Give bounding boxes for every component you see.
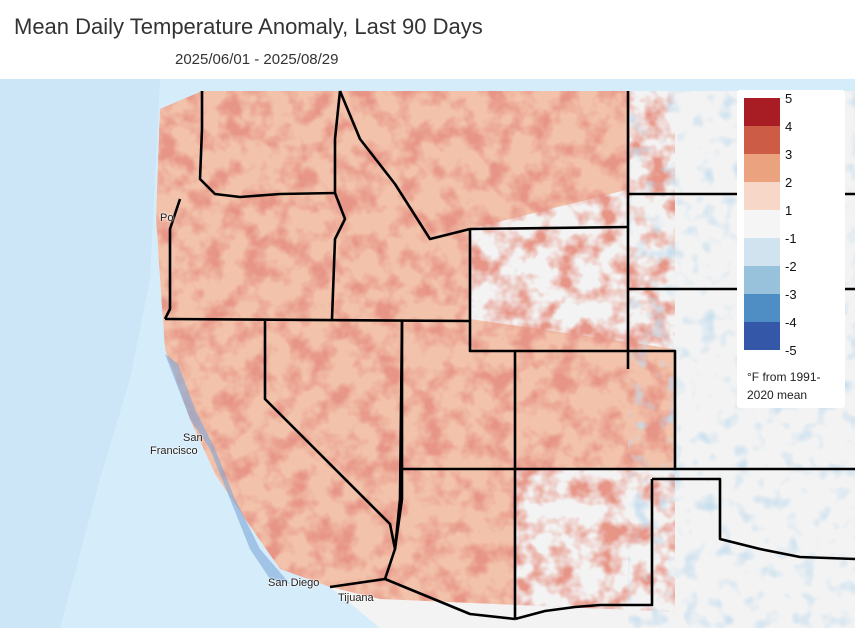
legend-swatch (744, 238, 780, 266)
legend-units: °F from 1991-2020 mean (747, 370, 821, 402)
legend-tick: -2 (785, 259, 797, 274)
city-label-portland: Po (160, 212, 174, 224)
map-title: Mean Daily Temperature Anomaly, Last 90 … (14, 14, 483, 39)
map-canvas (0, 79, 855, 628)
legend-swatch (744, 98, 780, 126)
legend-tick: -4 (785, 315, 797, 330)
coastal-cool-band (165, 354, 290, 584)
legend-tick: 3 (785, 147, 793, 162)
legend-tick: -1 (785, 231, 797, 246)
legend-swatch (744, 322, 780, 350)
legend: 5 4 3 2 1 -1 -2 -3 -4 -5 °F from 1991-20… (737, 90, 845, 408)
date-range: 2025/06/01 - 2025/08/29 (175, 51, 339, 68)
legend-swatch (744, 210, 780, 238)
legend-swatch (744, 294, 780, 322)
warm-texture (156, 91, 675, 619)
legend-swatch (744, 126, 780, 154)
legend-tick: -3 (785, 287, 797, 302)
legend-swatch (744, 154, 780, 182)
ocean-shade (0, 79, 160, 628)
legend-tick: -5 (785, 343, 797, 358)
legend-tick: 5 (785, 91, 793, 106)
legend-tick: 1 (785, 203, 793, 218)
legend-swatch (744, 182, 780, 210)
legend-tick: 4 (785, 119, 793, 134)
legend-swatch (744, 266, 780, 294)
city-label-san-francisco-2: Francisco (150, 445, 198, 457)
state-borders (163, 90, 855, 621)
city-label-tijuana: Tijuana (338, 592, 374, 604)
legend-tick: 2 (785, 175, 793, 190)
city-label-san-diego: San Diego (268, 577, 320, 589)
city-label-san-francisco-1: San (183, 432, 203, 444)
anomaly-map[interactable]: Po San Francisco San Diego Tijuana (0, 79, 855, 628)
